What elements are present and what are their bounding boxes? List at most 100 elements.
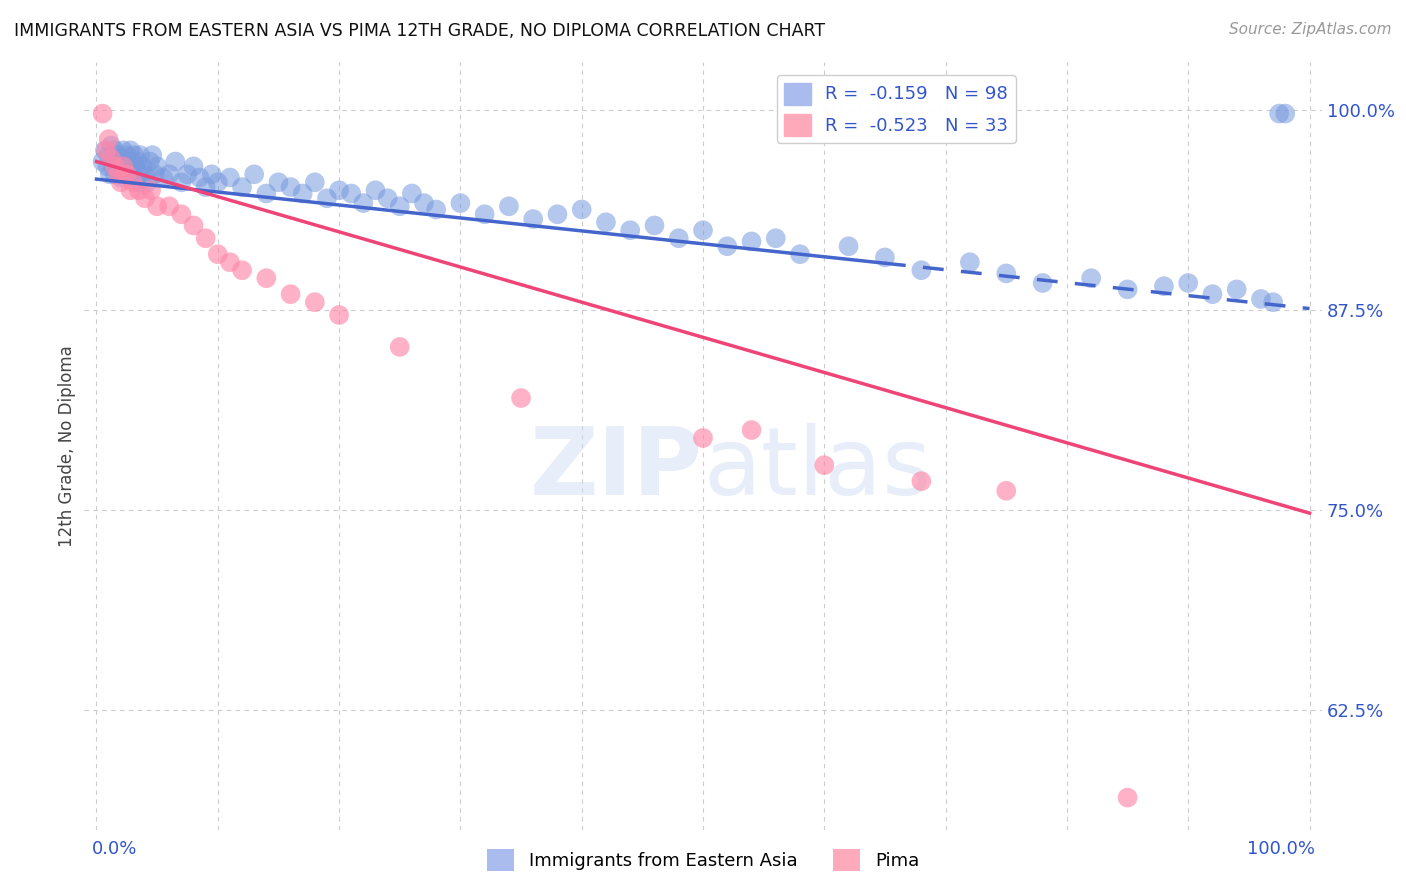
- Point: [1032, 276, 1054, 290]
- Point: [316, 191, 339, 205]
- Point: [243, 167, 266, 181]
- Point: [280, 287, 302, 301]
- Point: [97, 148, 120, 162]
- Y-axis label: 12th Grade, No Diploma: 12th Grade, No Diploma: [58, 345, 76, 547]
- Point: [104, 167, 127, 181]
- Point: [188, 170, 211, 185]
- Point: [115, 148, 138, 162]
- Point: [112, 144, 135, 158]
- Point: [108, 167, 131, 181]
- Point: [183, 159, 205, 173]
- Point: [143, 167, 166, 181]
- Point: [117, 159, 139, 173]
- Point: [176, 167, 198, 181]
- Point: [201, 167, 224, 181]
- Point: [571, 202, 593, 217]
- Point: [122, 175, 145, 189]
- Point: [304, 295, 326, 310]
- Point: [910, 263, 932, 277]
- Point: [741, 423, 763, 437]
- Point: [194, 231, 217, 245]
- Point: [105, 148, 128, 162]
- Point: [425, 202, 447, 217]
- Point: [959, 255, 981, 269]
- Point: [112, 159, 135, 173]
- Point: [157, 199, 180, 213]
- Point: [1116, 282, 1139, 296]
- Point: [401, 186, 423, 201]
- Point: [1153, 279, 1175, 293]
- Point: [120, 183, 142, 197]
- Point: [219, 170, 242, 185]
- Point: [692, 431, 714, 445]
- Point: [110, 170, 132, 185]
- Point: [91, 154, 114, 169]
- Point: [111, 152, 134, 166]
- Point: [134, 191, 156, 205]
- Point: [91, 106, 114, 120]
- Point: [134, 167, 156, 181]
- Point: [122, 167, 145, 181]
- Point: [1274, 106, 1296, 120]
- Point: [995, 266, 1018, 280]
- Point: [873, 251, 896, 265]
- Point: [112, 167, 135, 181]
- Point: [122, 148, 145, 162]
- Point: [120, 144, 142, 158]
- Point: [110, 175, 132, 189]
- Point: [100, 152, 122, 166]
- Point: [1268, 106, 1291, 120]
- Point: [219, 255, 242, 269]
- Point: [194, 180, 217, 194]
- Point: [280, 180, 302, 194]
- Point: [304, 175, 326, 189]
- Point: [96, 144, 118, 158]
- Point: [146, 199, 169, 213]
- Text: Source: ZipAtlas.com: Source: ZipAtlas.com: [1229, 22, 1392, 37]
- Legend: R =  -0.159   N = 98, R =  -0.523   N = 33: R = -0.159 N = 98, R = -0.523 N = 33: [776, 75, 1015, 143]
- Point: [1177, 276, 1199, 290]
- Point: [97, 132, 120, 146]
- Point: [139, 154, 162, 169]
- Point: [789, 247, 811, 261]
- Point: [107, 159, 129, 173]
- Point: [207, 175, 229, 189]
- Point: [128, 167, 150, 181]
- Point: [157, 167, 180, 181]
- Point: [388, 340, 411, 354]
- Point: [125, 175, 148, 189]
- Point: [112, 159, 135, 173]
- Point: [340, 186, 363, 201]
- Point: [94, 144, 117, 158]
- Point: [131, 159, 153, 173]
- Point: [838, 239, 860, 253]
- Point: [716, 239, 738, 253]
- Point: [114, 154, 136, 169]
- Point: [254, 186, 277, 201]
- Point: [910, 474, 932, 488]
- Point: [1261, 295, 1284, 310]
- Point: [546, 207, 568, 221]
- Point: [765, 231, 787, 245]
- Text: ZIP: ZIP: [530, 423, 703, 515]
- Point: [352, 196, 374, 211]
- Point: [115, 167, 138, 181]
- Point: [152, 170, 174, 185]
- Point: [107, 167, 129, 181]
- Point: [449, 196, 471, 211]
- Point: [1201, 287, 1223, 301]
- Point: [413, 196, 436, 211]
- Point: [388, 199, 411, 213]
- Point: [170, 175, 193, 189]
- Text: 0.0%: 0.0%: [91, 840, 136, 858]
- Point: [813, 458, 835, 473]
- Point: [136, 175, 159, 189]
- Point: [267, 175, 290, 189]
- Point: [1250, 292, 1272, 306]
- Point: [1226, 282, 1249, 296]
- Point: [668, 231, 690, 245]
- Text: atlas: atlas: [703, 423, 931, 515]
- Legend: Immigrants from Eastern Asia, Pima: Immigrants from Eastern Asia, Pima: [479, 842, 927, 879]
- Point: [139, 183, 162, 197]
- Point: [474, 207, 496, 221]
